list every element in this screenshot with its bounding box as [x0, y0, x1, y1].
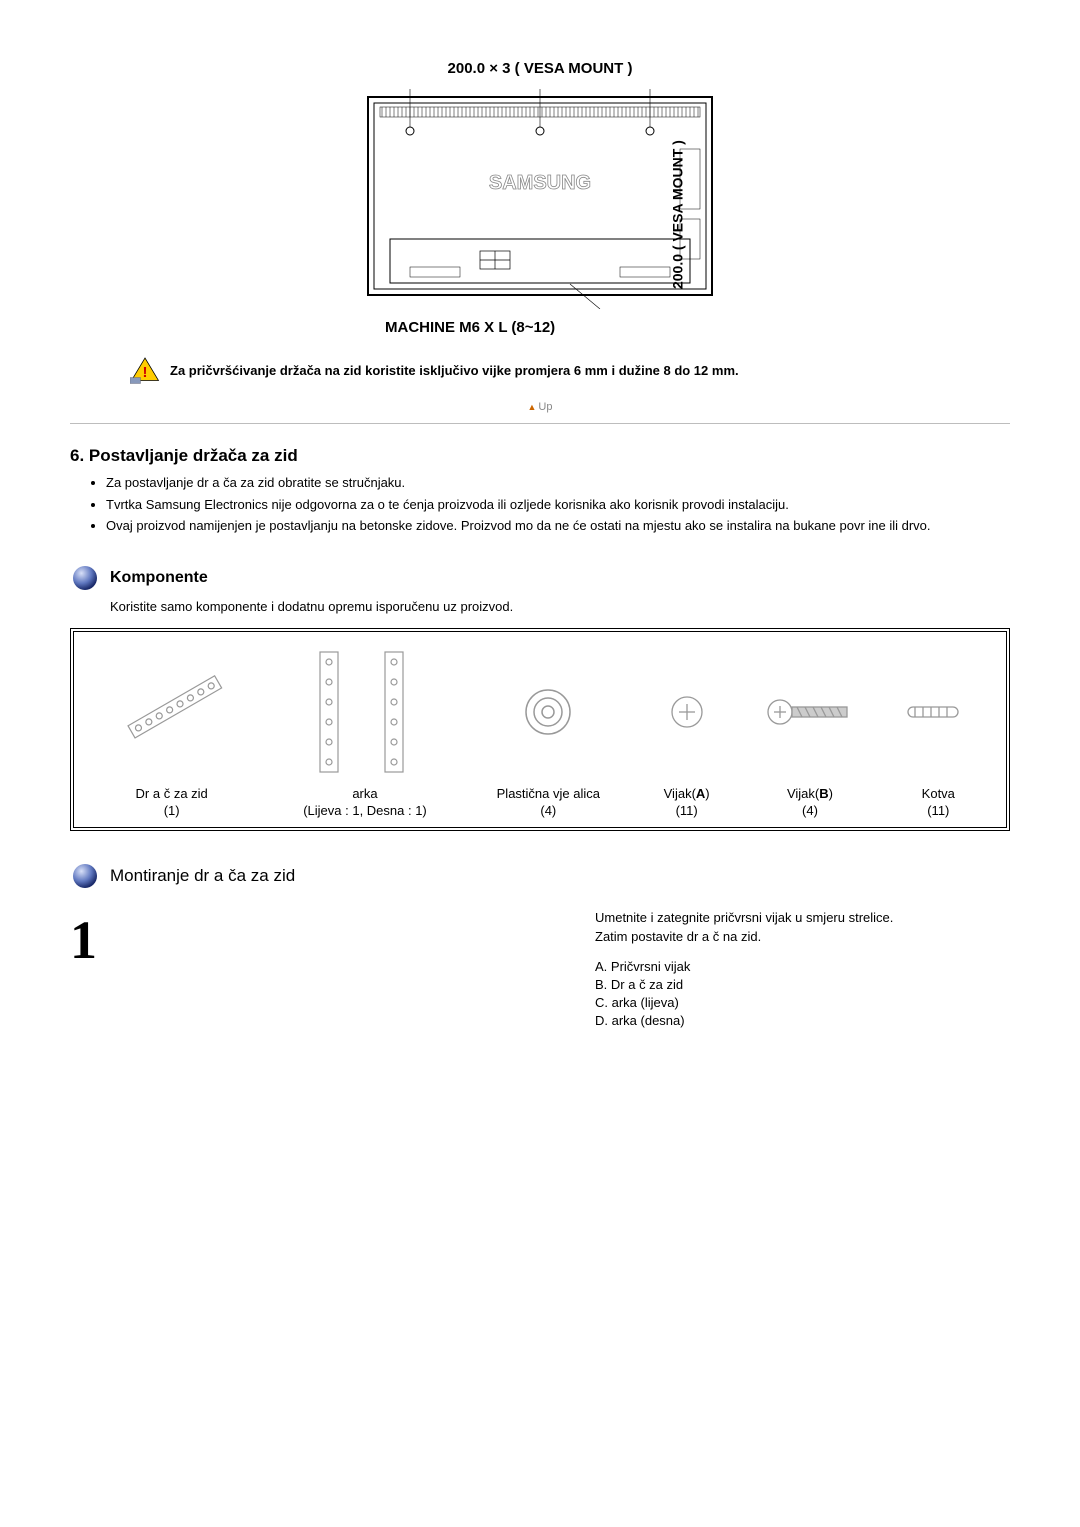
comp-label: Dr a č za zid — [136, 786, 208, 801]
components-title: Komponente — [110, 569, 208, 587]
hinge-icon — [290, 642, 440, 782]
comp-label: arka — [352, 786, 377, 801]
comp-label: Kotva — [922, 786, 955, 801]
up-link[interactable]: ▲Up — [528, 401, 553, 413]
vesa-diagram-wrap: SAMSUNG 200.0 ( VESA MOUNT ) MACHINE M6 … — [360, 89, 720, 336]
step-number: 1 — [70, 909, 120, 971]
bullet-item: Za postavljanje dr a ča za zid obratite … — [106, 474, 1010, 492]
step-para: Umetnite i zategnite pričvrsni vijak u s… — [595, 909, 1010, 945]
components-frame: Dr a č za zid (1) arka (Lijeva : 1, Desna … — [70, 628, 1010, 832]
comp-label: Vijak(B) — [787, 786, 833, 801]
comp-qty: (4) — [802, 803, 818, 818]
bullet-item: Tvrtka Samsung Electronics nije odgovorn… — [106, 496, 1010, 514]
monitor-back-diagram: SAMSUNG — [360, 89, 720, 309]
warning-icon: ! — [130, 356, 160, 384]
component-cell: Dr a č za zid (1) — [97, 642, 247, 820]
comp-label: Plastična vje alica — [497, 786, 600, 801]
component-cell: arka (Lijeva : 1, Desna : 1) — [280, 642, 450, 820]
up-link-wrap: ▲Up — [70, 398, 1010, 413]
svg-text:!: ! — [143, 364, 148, 381]
sphere-bullet-icon — [70, 861, 100, 891]
comp-qty: (Lijeva : 1, Desna : 1) — [303, 803, 427, 818]
separator — [70, 423, 1010, 424]
component-cell: Vijak(A) (11) — [647, 642, 727, 820]
step-list: A. Pričvrsni vijak B. Dr a č za zid C. a… — [595, 958, 1010, 1031]
component-cell: Vijak(B) (4) — [760, 642, 860, 820]
wall-bracket-icon — [107, 647, 237, 777]
components-subtext: Koristite samo komponente i dodatnu opre… — [110, 599, 1010, 614]
screw-b-icon — [765, 692, 855, 732]
component-cell: Plastična vje alica (4) — [483, 642, 613, 820]
warning-row: ! Za pričvršćivanje držača na zid korist… — [130, 356, 1010, 384]
section6-bullets: Za postavljanje dr a ča za zid obratite … — [106, 474, 1010, 535]
step-text: Umetnite i zategnite pričvrsni vijak u s… — [595, 909, 1010, 1042]
sphere-bullet-icon — [70, 563, 100, 593]
plastic-hanger-icon — [513, 677, 583, 747]
mounting-heading: Montiranje dr a ča za zid — [70, 861, 1010, 891]
comp-label: Vijak(A) — [664, 786, 710, 801]
vesa-diagram-section: 200.0 × 3 ( VESA MOUNT ) SAMSUNG — [70, 60, 1010, 336]
step-1: 1 Umetnite i zategnite pričvrsni vijak u… — [70, 909, 1010, 1042]
brand-text: SAMSUNG — [489, 172, 591, 194]
section6-title: 6. Postavljanje držača za zid — [70, 446, 1010, 466]
comp-qty: (4) — [540, 803, 556, 818]
anchor-icon — [903, 697, 973, 727]
comp-qty: (11) — [927, 803, 949, 818]
up-link-label: Up — [538, 401, 552, 413]
comp-qty: (1) — [164, 803, 180, 818]
vesa-top-label: 200.0 × 3 ( VESA MOUNT ) — [70, 60, 1010, 77]
component-cell: Kotva (11) — [893, 642, 983, 820]
comp-qty: (11) — [676, 803, 698, 818]
vesa-machine-label: MACHINE M6 X L (8~12) — [360, 319, 720, 336]
vesa-side-label: 200.0 ( VESA MOUNT ) — [670, 140, 686, 289]
components-heading: Komponente — [70, 563, 1010, 593]
screw-a-icon — [662, 687, 712, 737]
warning-text: Za pričvršćivanje držača na zid koristit… — [170, 363, 739, 378]
up-triangle-icon: ▲ — [528, 402, 537, 412]
bullet-item: Ovaj proizvod namijenjen je postavljanju… — [106, 517, 1010, 535]
mounting-title: Montiranje dr a ča za zid — [110, 866, 295, 886]
